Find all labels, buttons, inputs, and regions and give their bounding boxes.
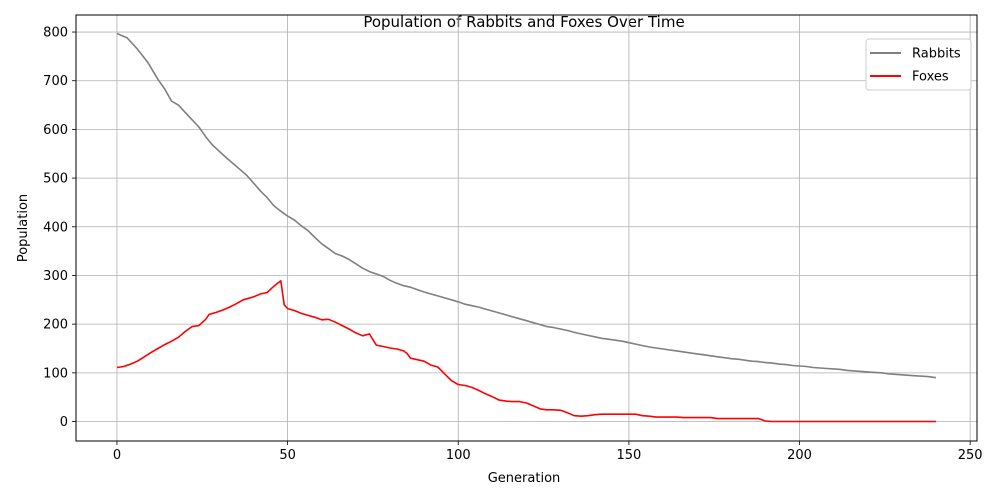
legend-label-rabbits: Rabbits (912, 47, 961, 62)
legend-box (865, 38, 972, 91)
x-tick-label: 200 (787, 448, 812, 463)
series-line-foxes (116, 280, 936, 423)
y-tick-label: 300 (43, 269, 68, 284)
x-tick-label: 250 (958, 448, 983, 463)
x-axis-label: Generation (488, 471, 561, 486)
x-axis: 0 50 100 150 200 250 (113, 441, 983, 463)
chart-title: Population of Rabbits and Foxes Over Tim… (363, 13, 684, 31)
x-tick-label: 50 (279, 448, 296, 463)
y-tick-label: 800 (43, 26, 68, 41)
series-layer (116, 32, 937, 423)
x-tick-label: 100 (446, 448, 471, 463)
x-tick-label: 0 (113, 448, 121, 463)
series-line-rabbits (116, 32, 937, 379)
plot-frame (75, 14, 978, 442)
y-tick-label: 600 (43, 123, 68, 138)
x-tick-label: 150 (616, 448, 641, 463)
y-tick-label: 400 (43, 220, 68, 235)
y-tick-label: 0 (60, 415, 68, 430)
y-axis: 0 100 200 300 400 500 600 700 800 (43, 26, 76, 430)
y-tick-label: 500 (43, 172, 68, 187)
legend-label-foxes: Foxes (912, 70, 949, 85)
y-axis-label: Population (16, 194, 31, 262)
y-tick-label: 700 (43, 74, 68, 89)
legend: Rabbits Foxes (865, 38, 972, 91)
y-tick-label: 100 (43, 366, 68, 381)
y-tick-label: 200 (43, 318, 68, 333)
